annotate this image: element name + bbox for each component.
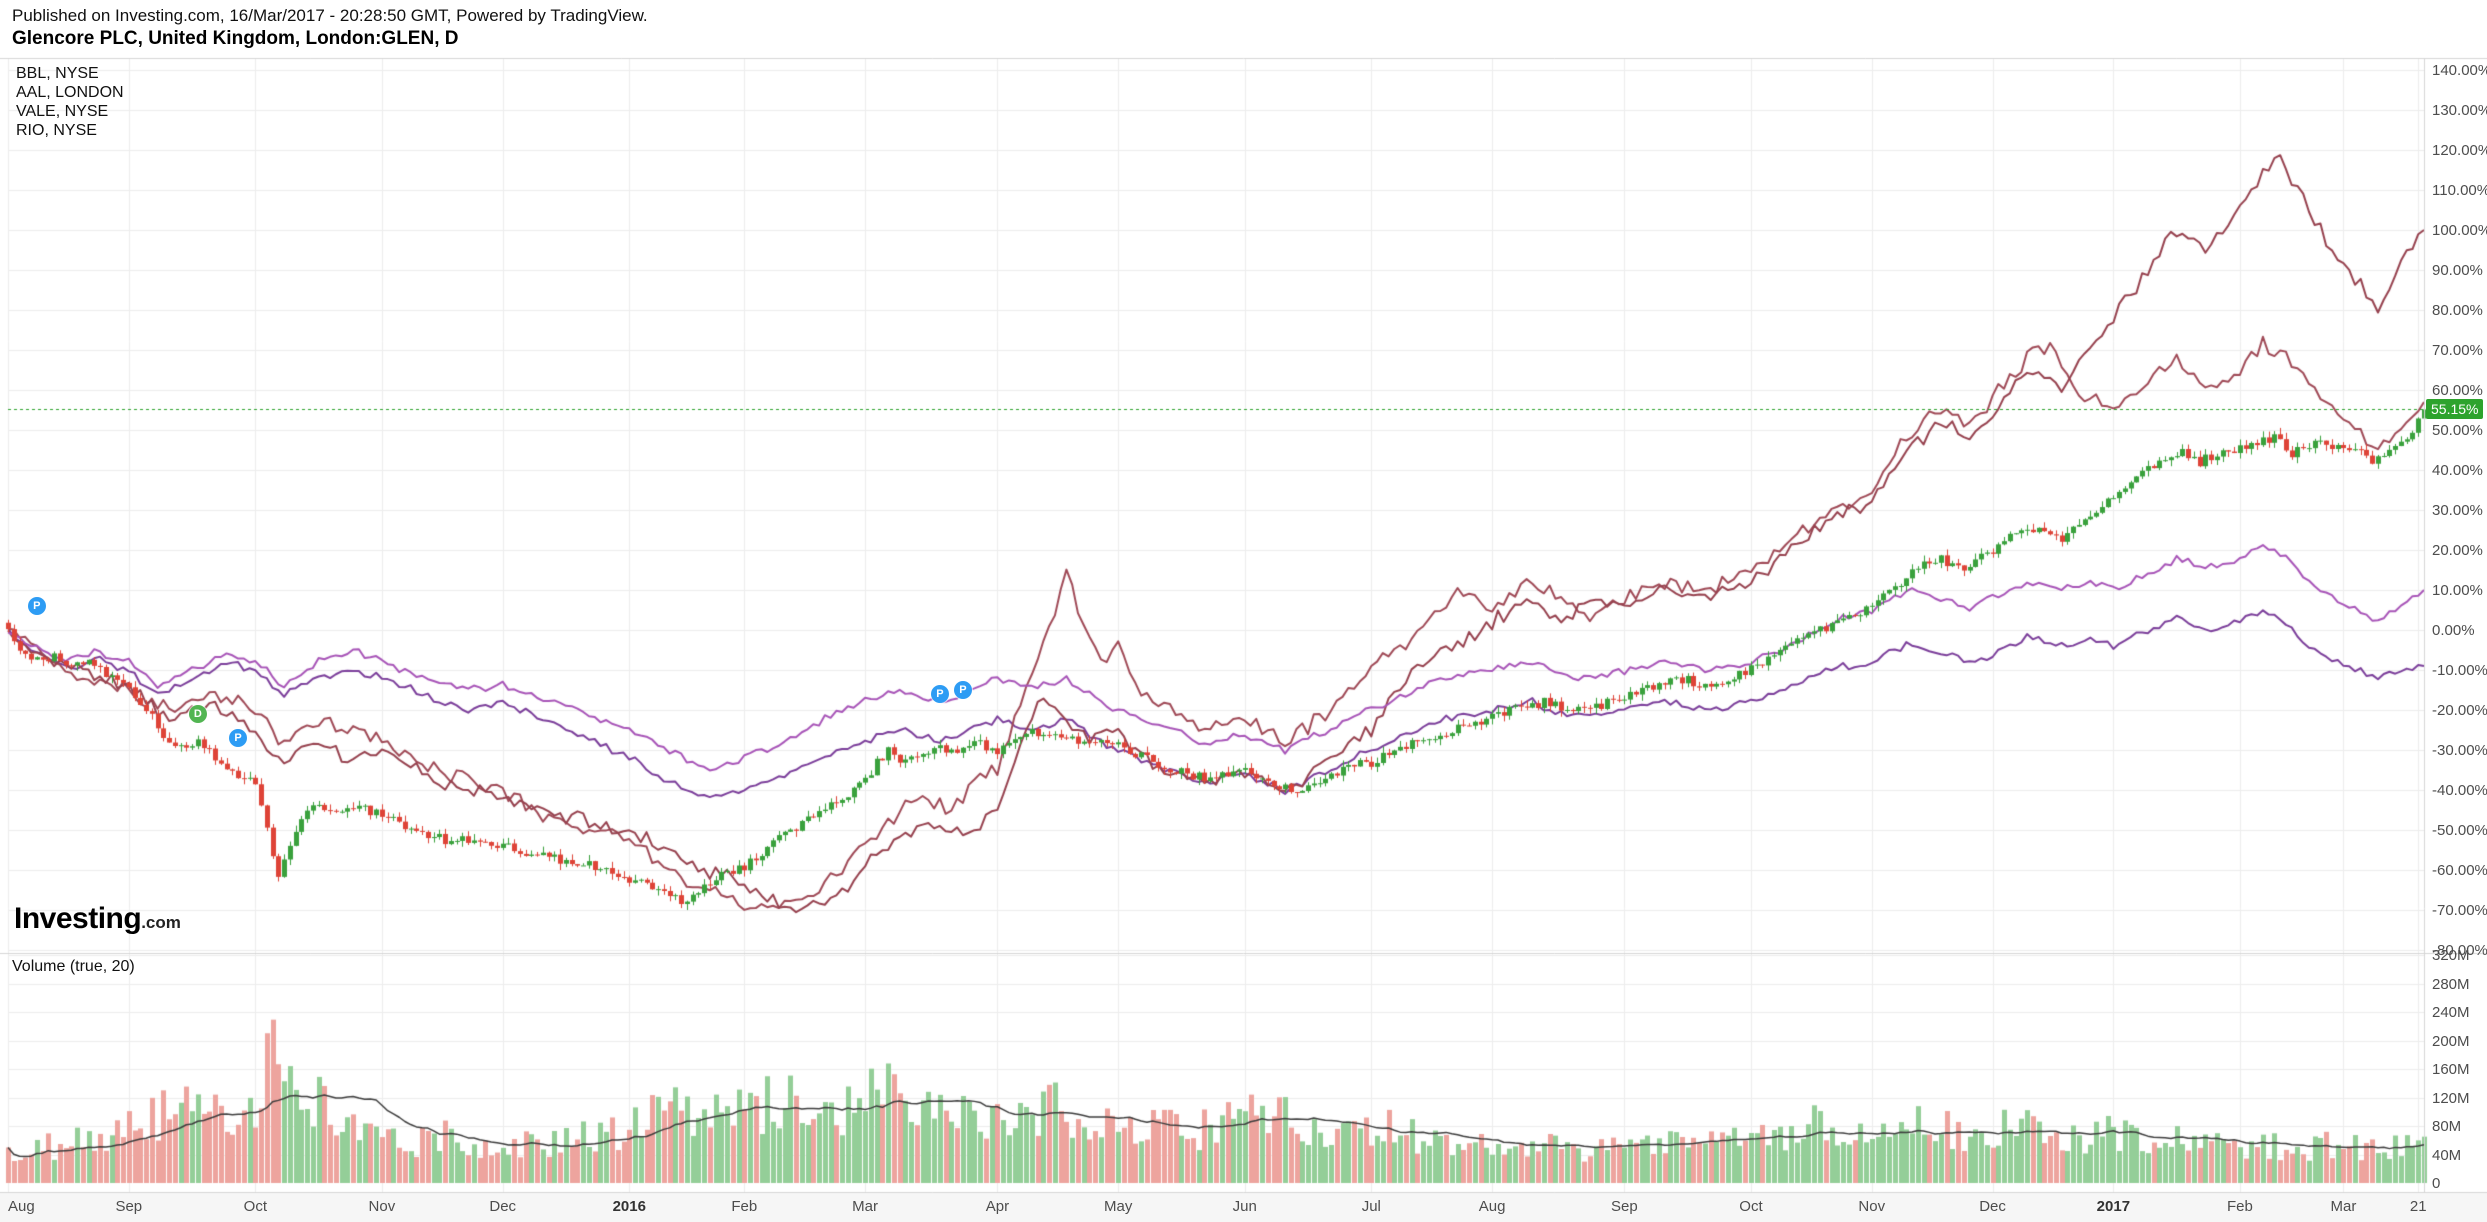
legend-item-vale: VALE, NYSE	[16, 103, 109, 120]
price-axis-label: -50.00%	[2432, 822, 2487, 839]
event-marker-p[interactable]: P	[953, 681, 972, 699]
investing-watermark: Investing.com	[14, 902, 181, 936]
time-axis-label: Nov	[368, 1198, 396, 1215]
time-axis-label: 21	[2409, 1198, 2427, 1215]
time-axis-label: Oct	[1739, 1198, 1763, 1215]
price-axis-label: 130.00%	[2432, 102, 2487, 119]
event-marker-p[interactable]: P	[27, 597, 46, 615]
price-axis-label: 110.00%	[2432, 182, 2487, 199]
legend-item-aal: AAL, LONDON	[16, 84, 124, 101]
time-axis-label: Mar	[852, 1198, 879, 1215]
price-axis-label: -40.00%	[2432, 782, 2487, 799]
time-axis-label: Dec	[489, 1198, 517, 1215]
time-axis-label: Jul	[1361, 1198, 1381, 1215]
volume-axis-label: 200M	[2432, 1032, 2470, 1050]
time-axis-label: 2016	[612, 1198, 646, 1215]
legend-item-bbl: BBL, NYSE	[16, 65, 99, 82]
price-axis-label: 80.00%	[2432, 302, 2483, 319]
time-axis-label: Feb	[2226, 1198, 2253, 1215]
time-axis-label: Oct	[243, 1198, 268, 1215]
time-axis-label: Feb	[731, 1198, 758, 1215]
price-axis-label: -10.00%	[2432, 662, 2487, 679]
time-axis-label: Aug	[1478, 1198, 1506, 1215]
time-axis-label: Apr	[985, 1198, 1010, 1215]
time-axis-label: Mar	[2330, 1198, 2357, 1215]
volume-axis-label: 240M	[2432, 1004, 2470, 1021]
volume-axis-label: 280M	[2432, 975, 2470, 993]
price-axis-label: -20.00%	[2432, 702, 2487, 719]
event-marker-d[interactable]: D	[188, 705, 207, 723]
time-axis-label: Jun	[1232, 1198, 1257, 1215]
volume-axis-label: 80M	[2432, 1118, 2462, 1135]
event-marker-p[interactable]: P	[930, 685, 949, 703]
price-axis-label: 100.00%	[2432, 222, 2487, 239]
price-axis-label: 60.00%	[2432, 382, 2483, 399]
price-axis-label: 140.00%	[2432, 62, 2487, 79]
volume-axis-label: 40M	[2432, 1146, 2462, 1164]
price-axis-label: -60.00%	[2432, 862, 2487, 879]
time-axis-label: May	[1104, 1198, 1133, 1215]
time-axis-label: Sep	[1611, 1198, 1638, 1215]
event-marker-p[interactable]: P	[229, 729, 248, 747]
time-axis-label: Sep	[115, 1198, 143, 1215]
price-axis-label: -80.00%	[2432, 942, 2487, 959]
price-axis-label: 30.00%	[2432, 502, 2483, 519]
price-axis-label: -30.00%	[2432, 742, 2487, 759]
time-axis-label: Dec	[1979, 1198, 2006, 1215]
price-axis-label: 90.00%	[2432, 262, 2483, 279]
chart-title: Glencore PLC, United Kingdom, London:GLE…	[12, 28, 459, 49]
legend-item-rio: RIO, NYSE	[16, 122, 97, 139]
investing-watermark-brand: Investing	[14, 902, 142, 935]
volume-axis-label: 120M	[2432, 1089, 2470, 1107]
price-axis-label: 70.00%	[2432, 342, 2483, 359]
price-axis-label: 40.00%	[2432, 462, 2483, 479]
price-axis-label: 20.00%	[2432, 542, 2483, 559]
compare-legend: BBL, NYSE AAL, LONDON VALE, NYSE RIO, NY…	[16, 64, 124, 140]
time-axis-label: Aug	[8, 1198, 35, 1215]
volume-axis-label: 0	[2432, 1175, 2441, 1192]
price-axis-label: 0.00%	[2432, 622, 2475, 639]
price-axis-label: 10.00%	[2432, 582, 2483, 599]
price-axis-label: 50.00%	[2432, 422, 2483, 439]
last-price-label: 55.15%	[2426, 399, 2484, 420]
volume-axis-label: 160M	[2432, 1061, 2470, 1078]
time-axis-label: 2017	[2096, 1198, 2131, 1215]
volume-axis-label: 320M	[2432, 947, 2470, 964]
price-axis-label: 120.00%	[2432, 142, 2487, 159]
volume-indicator-label: Volume (true, 20)	[12, 958, 135, 975]
investing-watermark-suffix: .com	[141, 913, 181, 932]
time-axis-label: Nov	[1858, 1198, 1886, 1215]
published-line: Published on Investing.com, 16/Mar/2017 …	[12, 6, 648, 25]
price-axis-label: -70.00%	[2432, 902, 2487, 919]
